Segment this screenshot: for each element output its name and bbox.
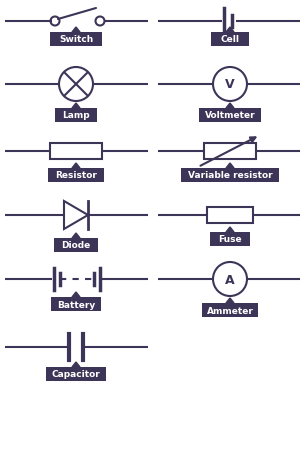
Text: Battery: Battery — [57, 300, 95, 309]
FancyBboxPatch shape — [55, 109, 97, 123]
Polygon shape — [226, 164, 234, 168]
Polygon shape — [64, 202, 88, 230]
FancyBboxPatch shape — [181, 168, 279, 183]
Text: Capacitor: Capacitor — [52, 369, 100, 379]
Text: A: A — [225, 273, 235, 286]
FancyBboxPatch shape — [207, 207, 253, 224]
Text: Fuse: Fuse — [218, 235, 242, 244]
FancyBboxPatch shape — [48, 168, 104, 183]
FancyBboxPatch shape — [204, 144, 256, 160]
Text: Diode: Diode — [61, 241, 91, 250]
Text: Lamp: Lamp — [62, 111, 90, 120]
Text: Resistor: Resistor — [55, 171, 97, 180]
FancyBboxPatch shape — [46, 367, 106, 381]
Polygon shape — [72, 28, 80, 33]
FancyBboxPatch shape — [50, 144, 102, 160]
Text: Switch: Switch — [59, 35, 93, 45]
FancyBboxPatch shape — [210, 233, 250, 246]
FancyBboxPatch shape — [211, 33, 249, 47]
Polygon shape — [72, 164, 80, 168]
Polygon shape — [226, 28, 234, 33]
FancyBboxPatch shape — [54, 239, 98, 252]
Polygon shape — [226, 104, 234, 109]
FancyBboxPatch shape — [50, 33, 102, 47]
Text: Voltmeter: Voltmeter — [205, 111, 255, 120]
Polygon shape — [72, 234, 80, 239]
FancyBboxPatch shape — [199, 109, 261, 123]
Polygon shape — [226, 298, 234, 303]
Text: Variable resistor: Variable resistor — [188, 171, 272, 180]
FancyBboxPatch shape — [51, 297, 101, 311]
FancyBboxPatch shape — [202, 303, 258, 317]
Polygon shape — [226, 228, 234, 233]
Text: V: V — [225, 78, 235, 91]
Polygon shape — [72, 292, 80, 297]
Polygon shape — [72, 104, 80, 109]
Text: Ammeter: Ammeter — [206, 306, 254, 315]
Polygon shape — [72, 362, 80, 367]
Text: Cell: Cell — [220, 35, 240, 45]
